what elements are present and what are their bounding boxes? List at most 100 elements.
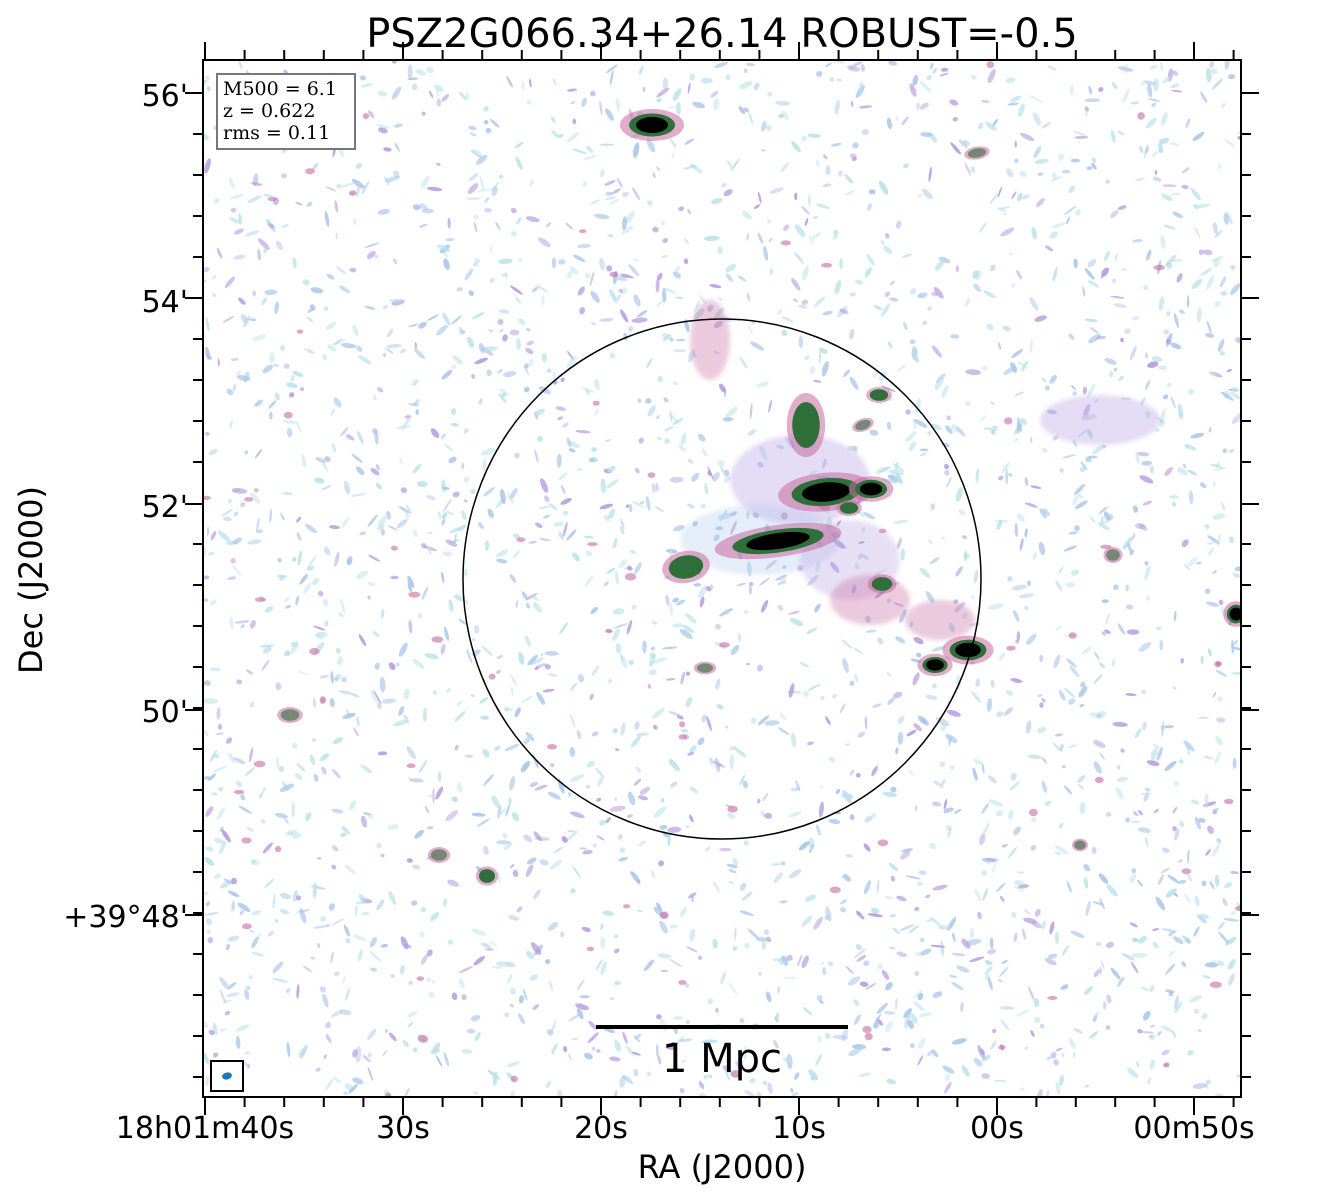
noise-speck [1016,513,1026,522]
noise-speck [210,599,217,606]
noise-speck [1050,176,1062,182]
noise-speck [853,999,860,1006]
noise-speck [647,472,656,478]
noise-speck [904,1014,911,1029]
source-layer [859,482,883,496]
noise-speck [1125,693,1137,697]
noise-speck [747,928,759,940]
noise-speck [1034,315,1047,322]
noise-speck [934,376,944,391]
noise-speck [331,845,339,852]
noise-speck [1093,761,1102,774]
noise-speck [204,680,211,686]
noise-speck [212,753,220,759]
noise-speck [470,1014,481,1022]
noise-speck [756,381,769,388]
noise-speck [1018,103,1025,118]
noise-speck [1219,276,1227,288]
noise-speck [551,130,560,139]
noise-speck [880,385,896,392]
noise-speck [858,81,864,97]
noise-speck [1214,300,1221,308]
noise-speck [927,431,932,436]
noise-speck [1098,87,1104,92]
noise-speck [801,135,808,142]
noise-speck [224,276,236,288]
noise-speck [1153,264,1165,271]
noise-speck [1103,511,1111,521]
noise-speck [1172,806,1178,814]
noise-speck [591,665,600,677]
noise-speck [1070,158,1081,163]
noise-speck [1171,89,1183,93]
noise-speck [463,499,468,503]
noise-speck [1224,138,1235,148]
noise-speck [917,1055,924,1066]
noise-speck [941,385,949,399]
noise-speck [1060,984,1069,990]
noise-speck [594,408,599,417]
noise-speck [558,472,568,481]
noise-speck [498,871,501,884]
noise-speck [758,577,770,586]
noise-speck [415,69,426,76]
noise-speck [809,365,816,375]
noise-speck [1232,646,1241,651]
noise-speck [1037,172,1044,176]
noise-speck [1000,1019,1010,1031]
noise-speck [411,379,419,387]
noise-speck [656,436,663,441]
noise-speck [509,487,518,500]
noise-speck [304,524,318,533]
noise-speck [305,812,312,822]
noise-speck [319,753,329,762]
noise-speck [1147,83,1153,98]
noise-speck [331,443,337,453]
noise-speck [606,567,616,574]
noise-speck [567,1053,572,1061]
noise-speck [653,806,667,818]
noise-speck [412,864,421,870]
noise-speck [203,495,211,500]
noise-speck [236,679,243,685]
noise-speck [553,78,557,85]
noise-speck [604,196,617,201]
noise-speck [979,833,986,845]
noise-speck [782,976,797,979]
noise-speck [734,927,737,941]
noise-speck [253,488,259,493]
noise-speck [495,549,509,558]
noise-speck [1105,613,1110,625]
noise-speck [863,960,870,967]
noise-speck [773,872,783,884]
noise-speck [315,631,328,638]
noise-speck [635,732,649,737]
noise-speck [839,899,848,905]
noise-speck [757,191,762,204]
noise-speck [873,370,879,378]
noise-speck [298,1049,305,1056]
noise-speck [981,1054,991,1062]
noise-speck [426,66,434,74]
noise-speck [990,401,995,405]
noise-speck [461,1049,473,1054]
noise-speck [1054,851,1061,855]
noise-speck [972,767,978,781]
noise-speck [1101,267,1109,277]
noise-speck [349,267,357,273]
noise-speck [484,207,492,213]
noise-speck [367,1052,372,1058]
noise-speck [917,715,929,726]
noise-speck [824,1033,831,1040]
noise-speck [895,636,906,644]
noise-speck [570,266,578,275]
noise-speck [707,998,714,1005]
noise-speck [859,981,869,987]
noise-speck [825,62,832,67]
noise-speck [451,364,457,369]
noise-speck [352,218,357,225]
noise-speck [1082,286,1086,297]
noise-speck [599,143,615,146]
noise-speck [402,1039,410,1048]
noise-speck [1074,525,1080,532]
